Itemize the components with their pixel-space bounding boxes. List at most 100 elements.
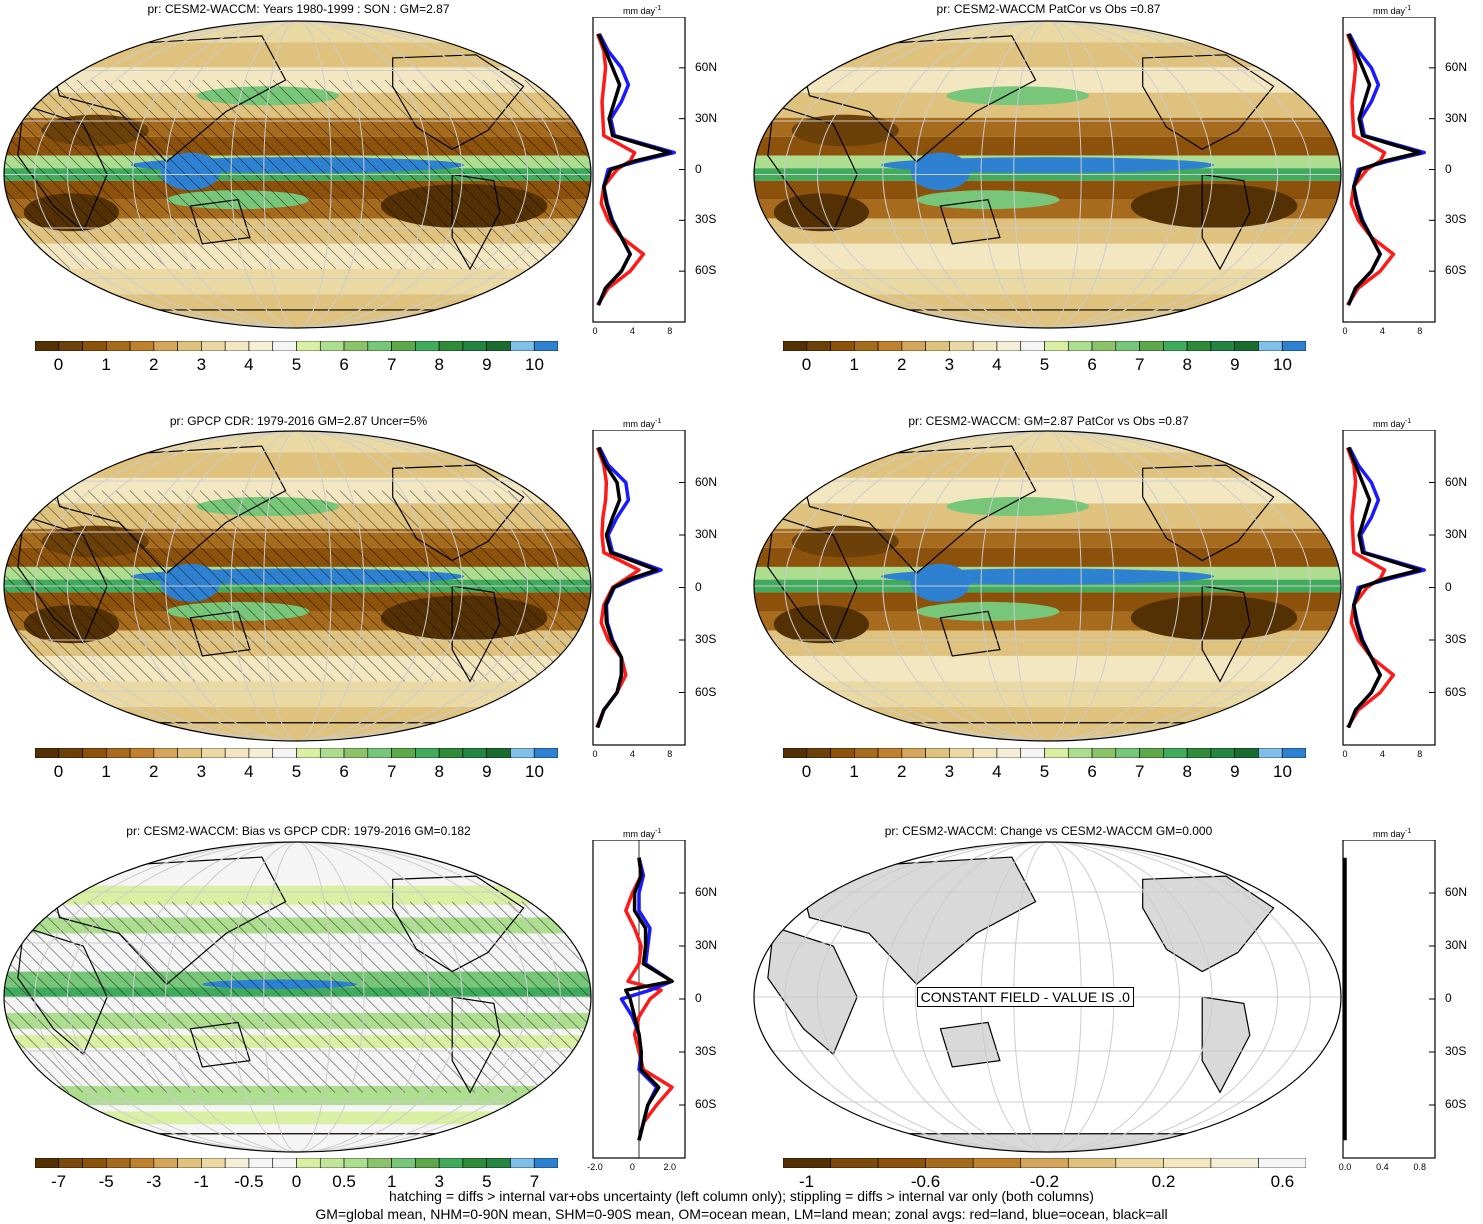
series-line-all [624, 857, 674, 1141]
colorbar-swatch [996, 748, 1022, 758]
colorbar-label: -3 [146, 1172, 162, 1191]
colorbar-swatch [106, 748, 131, 758]
colorbar-swatch [533, 1158, 558, 1168]
colorbar-swatch [510, 748, 535, 758]
colorbar-swatch [806, 341, 831, 351]
lat-label: 60S [1445, 1097, 1467, 1111]
zonal-mean-plot [592, 430, 686, 746]
colorbar-swatch [106, 341, 131, 351]
colorbar-swatch [1020, 748, 1045, 758]
colorbar-swatch [901, 748, 926, 758]
colorbar-swatch [35, 748, 60, 758]
colorbar-label: 8 [1182, 355, 1192, 374]
colorbar-swatch [1234, 341, 1259, 351]
colorbar-label: 3 [196, 762, 207, 781]
panel-title: pr: CESM2-WACCM: Change vs CESM2-WACCM G… [884, 824, 1213, 838]
colorbar-swatch [996, 341, 1022, 351]
colorbar-swatch [925, 341, 950, 351]
colorbar-swatch [272, 341, 297, 351]
colorbar-swatch [438, 748, 464, 758]
series-line-all [1346, 446, 1422, 729]
zonal-unit: mm day-1 [1373, 418, 1411, 429]
colorbar-swatch [1044, 748, 1069, 758]
colorbar-label: 7 [1134, 355, 1145, 374]
colorbar-swatch [1258, 748, 1283, 758]
colorbar-label: 0 [801, 762, 812, 781]
colorbar-swatch [1091, 748, 1117, 758]
x-tick-label: 4 [629, 326, 635, 336]
colorbar-label: 8 [434, 355, 444, 374]
colorbar-label: 9 [1230, 355, 1240, 374]
lat-label: 60S [695, 1097, 717, 1111]
colorbar-swatch [1067, 748, 1093, 758]
x-tick-label: 4 [629, 749, 635, 759]
colorbar-swatch [58, 1158, 83, 1168]
zonal-mean-plot [1342, 840, 1436, 1159]
colorbar-swatch [806, 748, 831, 758]
unit-exponent: -1 [1405, 828, 1412, 835]
x-tick-label: 0 [1342, 749, 1348, 759]
lat-label: 0 [1445, 161, 1452, 176]
colorbar-label: 2 [148, 355, 159, 374]
colorbar-swatch [153, 341, 178, 351]
lat-label: 30N [695, 938, 718, 952]
colorbar-swatch [367, 748, 392, 758]
colorbar-label: 9 [482, 355, 492, 374]
lat-label: 30S [695, 1044, 717, 1058]
colorbar-swatch [296, 748, 321, 758]
colorbar-swatch [391, 748, 416, 758]
zonal-unit: mm day-1 [623, 5, 661, 16]
colorbar-label: 2 [896, 762, 907, 781]
colorbar-label: 3 [434, 1172, 444, 1191]
colorbar-swatch [129, 1158, 155, 1168]
colorbar-swatch [486, 748, 511, 758]
colorbar-swatch [438, 1158, 464, 1168]
colorbar-swatch [177, 341, 202, 351]
colorbar-label: 0.6 [1270, 1172, 1295, 1191]
x-tick-label: 4 [1379, 749, 1385, 759]
colorbar-label: 3 [944, 355, 955, 374]
unit-exponent: -1 [655, 828, 662, 835]
colorbar-swatch [1115, 1158, 1164, 1168]
colorbar-swatch [224, 1158, 250, 1168]
zonal-mean-plot [1342, 17, 1436, 323]
colorbar-swatch [177, 748, 202, 758]
colorbar-swatch [153, 748, 178, 758]
colorbar-label: -0.2 [1029, 1172, 1060, 1191]
x-tick-label: 0 [592, 326, 598, 336]
colorbar-label: 3 [944, 762, 955, 781]
colorbar [35, 1158, 558, 1168]
colorbar-swatch [877, 748, 903, 758]
colorbar-label: 4 [244, 355, 254, 374]
colorbar-label: 4 [992, 762, 1002, 781]
colorbar-label: 2 [896, 355, 907, 374]
colorbar-label: 0 [801, 355, 812, 374]
colorbar-label: 7 [529, 1172, 540, 1191]
colorbar-swatch [415, 1158, 440, 1168]
colorbar-swatch [1139, 748, 1164, 758]
lat-label: 30S [1445, 632, 1467, 646]
colorbar-label: 5 [1039, 355, 1050, 374]
colorbar-label: 0.5 [332, 1172, 356, 1191]
robinson-map [3, 20, 592, 329]
colorbar-swatch [1163, 748, 1188, 758]
colorbar-swatch [783, 341, 808, 351]
colorbar-swatch [854, 341, 879, 351]
constant-field-label: CONSTANT FIELD - VALUE IS .0 [916, 987, 1134, 1008]
colorbar-label: 6 [339, 762, 349, 781]
colorbar-swatch [224, 748, 250, 758]
colorbar-label: -0.5 [234, 1172, 264, 1191]
lat-label: 60N [695, 59, 718, 74]
x-tick-label: 2.0 [663, 1162, 677, 1172]
lat-label: 60S [695, 684, 717, 699]
colorbar-label: 4 [992, 355, 1002, 374]
colorbar-swatch [82, 748, 107, 758]
colorbar-swatch [486, 1158, 511, 1168]
series-line-land [1345, 33, 1396, 307]
series-line-all [1346, 33, 1422, 306]
lat-label: 30N [1445, 110, 1468, 125]
colorbar-swatch [296, 341, 321, 351]
colorbar-swatch [129, 748, 155, 758]
lat-label: 60S [1445, 263, 1467, 278]
colorbar-swatch [1020, 1158, 1069, 1168]
